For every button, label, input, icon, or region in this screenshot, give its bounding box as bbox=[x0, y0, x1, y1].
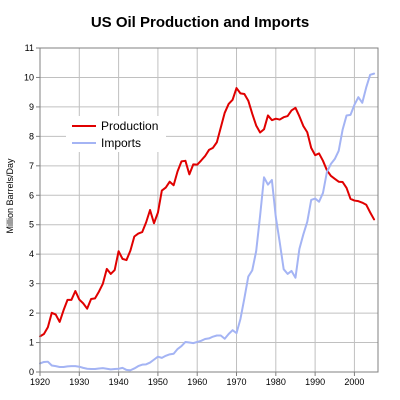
x-tick-label: 1980 bbox=[266, 377, 286, 387]
x-tick-label: 1940 bbox=[109, 377, 129, 387]
series-line-imports bbox=[39, 72, 376, 372]
y-tick-label: 10 bbox=[24, 72, 34, 82]
y-tick-label: 3 bbox=[29, 279, 34, 289]
y-tick-label: 7 bbox=[29, 161, 34, 171]
x-tick-label: 1990 bbox=[305, 377, 325, 387]
x-tick-label: 1970 bbox=[226, 377, 246, 387]
series-group bbox=[39, 72, 376, 372]
x-tick-label: 1920 bbox=[30, 377, 50, 387]
y-tick-label: 9 bbox=[29, 102, 34, 112]
y-axis-ticks: 0 1 2 3 4 5 6 7 8 9 10 11 bbox=[24, 43, 40, 377]
series-line-production bbox=[39, 87, 376, 338]
x-axis-ticks: 1920 1930 1940 1950 1960 1970 1980 1990 2000 bbox=[30, 372, 364, 387]
axes bbox=[39, 47, 379, 373]
legend-label-imports: Imports bbox=[101, 136, 141, 150]
y-tick-label: 5 bbox=[29, 220, 34, 230]
y-tick-label: 1 bbox=[29, 338, 34, 348]
y-tick-label: 4 bbox=[29, 249, 34, 259]
y-tick-label: 6 bbox=[29, 190, 34, 200]
x-tick-label: 1950 bbox=[148, 377, 168, 387]
legend-label-production: Production bbox=[101, 119, 158, 133]
chart-title: US Oil Production and Imports bbox=[91, 14, 309, 31]
x-tick-label: 2000 bbox=[344, 377, 364, 387]
legend: Production Imports bbox=[66, 116, 166, 152]
x-tick-label: 1960 bbox=[187, 377, 207, 387]
y-tick-label: 8 bbox=[29, 131, 34, 141]
plot-frame bbox=[39, 47, 379, 373]
y-tick-label: 0 bbox=[29, 367, 34, 377]
y-tick-label: 2 bbox=[29, 308, 34, 318]
y-axis-label: Million Barrels/Day bbox=[5, 158, 15, 234]
y-tick-label: 11 bbox=[25, 43, 34, 53]
x-tick-label: 1930 bbox=[69, 377, 89, 387]
legend-box bbox=[66, 116, 166, 152]
